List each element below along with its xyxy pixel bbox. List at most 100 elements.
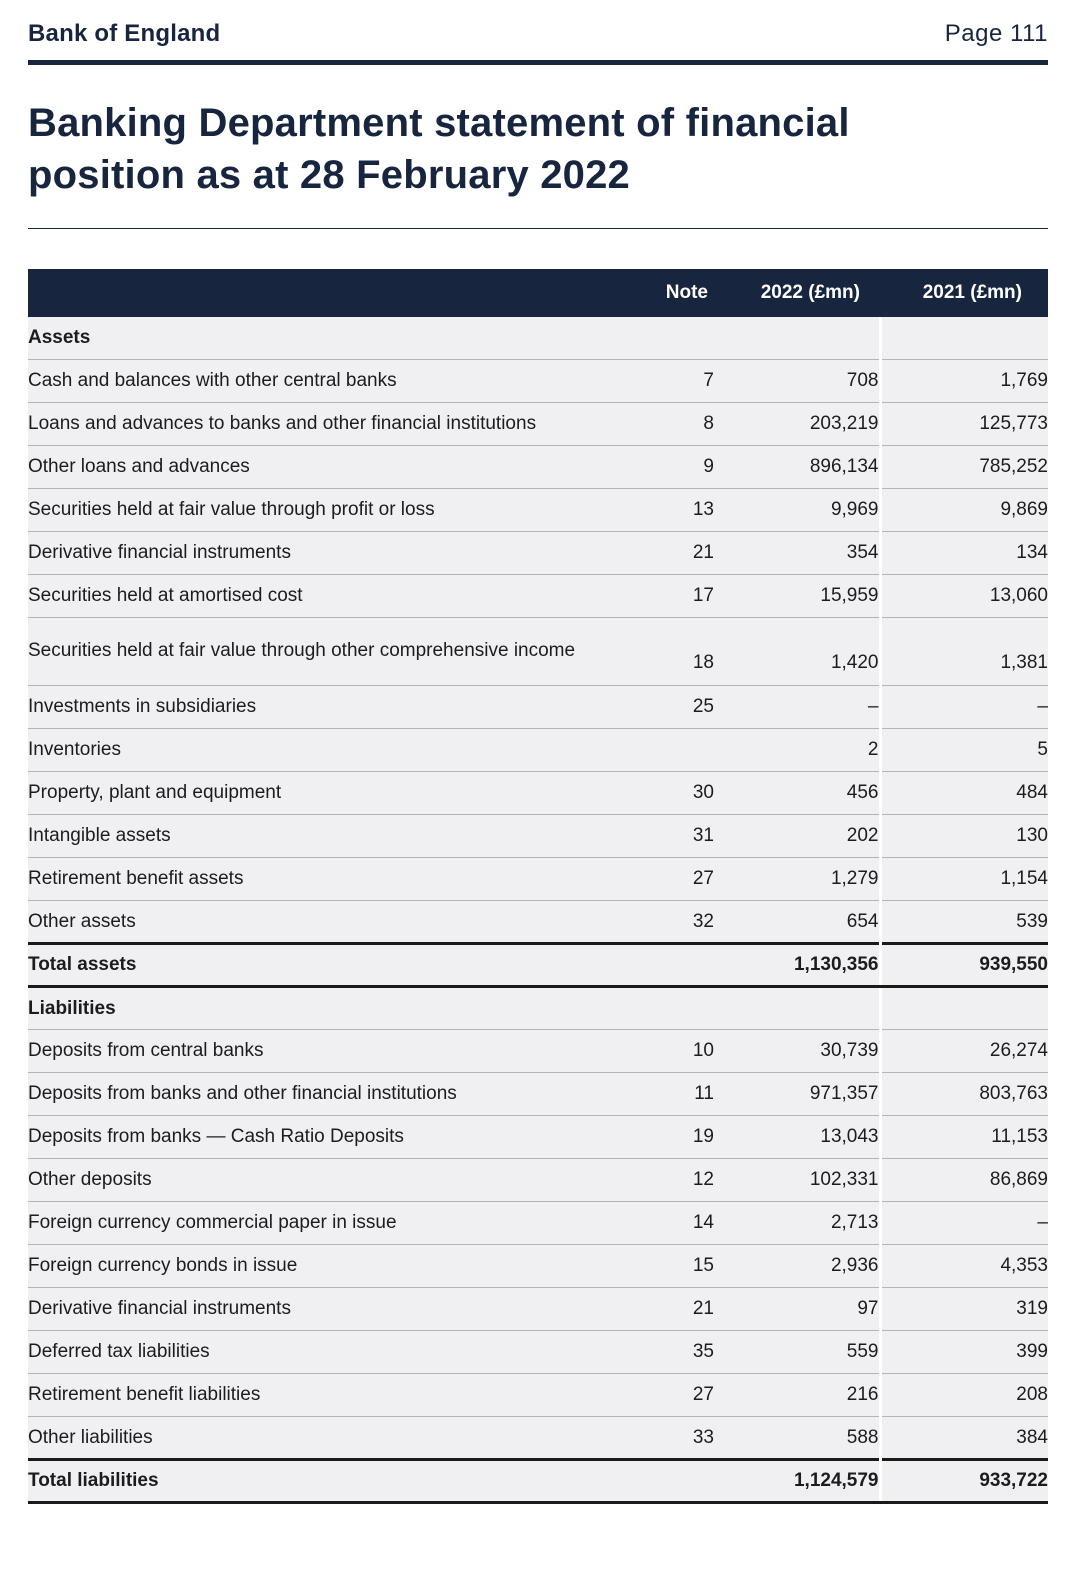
row-value-2022: 30,739 [714, 1029, 882, 1073]
row-value-2022: 13,043 [714, 1115, 882, 1159]
row-value-2021: 26,274 [880, 1029, 1048, 1073]
row-value-2022: 654 [714, 900, 882, 944]
row-value-2022: 9,969 [714, 488, 882, 532]
row-note: 11 [634, 1072, 714, 1116]
row-note: 33 [634, 1416, 714, 1460]
row-value-2021: 933,722 [880, 1458, 1048, 1505]
item-row: Derivative financial instruments 21 354 134 [28, 531, 1048, 575]
row-label: Total liabilities [28, 1458, 634, 1505]
row-value-2022: 456 [714, 771, 882, 815]
row-note [634, 986, 714, 1030]
row-note: 7 [634, 359, 714, 403]
row-value-2022: 971,357 [714, 1072, 882, 1116]
row-value-2021 [880, 316, 1048, 360]
row-value-2022: 1,130,356 [714, 942, 882, 989]
row-value-2021: 86,869 [880, 1158, 1048, 1202]
row-note: 13 [634, 488, 714, 532]
row-value-2022: 2,713 [714, 1201, 882, 1245]
page-title: Banking Department statement of financia… [28, 101, 850, 197]
row-value-2022: 896,134 [714, 445, 882, 489]
row-label: Other assets [28, 900, 634, 944]
row-label: Investments in subsidiaries [28, 685, 634, 729]
row-value-2021: 399 [880, 1330, 1048, 1374]
item-row: Foreign currency bonds in issue 15 2,936 4,… [28, 1244, 1048, 1288]
row-note: 14 [634, 1201, 714, 1245]
row-value-2021: 539 [880, 900, 1048, 944]
item-row: Inventories 2 5 [28, 728, 1048, 772]
row-label: Property, plant and equipment [28, 771, 634, 815]
row-label: Other liabilities [28, 1416, 634, 1460]
page-number: Page 111 [944, 20, 1048, 47]
row-value-2022: 708 [714, 359, 882, 403]
column-header-note: Note [634, 268, 714, 317]
section-row: Assets [28, 316, 1048, 360]
row-note: 12 [634, 1158, 714, 1202]
item-row: Securities held at fair value through pr… [28, 488, 1048, 532]
row-label: Foreign currency commercial paper in iss… [28, 1201, 634, 1245]
column-header-2022: 2022 (£mn) [714, 268, 880, 317]
row-value-2021: 5 [880, 728, 1048, 772]
row-label: Foreign currency bonds in issue [28, 1244, 634, 1288]
section-row: Liabilities [28, 986, 1048, 1030]
row-note: 21 [634, 1287, 714, 1331]
row-value-2022: 1,124,579 [714, 1458, 882, 1505]
item-row: Derivative financial instruments 21 97 319 [28, 1287, 1048, 1331]
row-note [634, 728, 714, 772]
row-label: Retirement benefit assets [28, 857, 634, 901]
item-row: Other loans and advances 9 896,134 785,252 [28, 445, 1048, 489]
item-row: Other liabilities 33 588 384 [28, 1416, 1048, 1460]
total-row: Total assets 1,130,356 939,550 [28, 942, 1048, 989]
row-value-2021: 803,763 [880, 1072, 1048, 1116]
row-label: Deposits from banks and other financial … [28, 1072, 634, 1116]
row-label: Derivative financial instruments [28, 531, 634, 575]
row-value-2022: 216 [714, 1373, 882, 1417]
row-value-2022 [714, 316, 882, 360]
title-divider [28, 227, 1048, 229]
row-note: 21 [634, 531, 714, 575]
document-page: Bank of England Page 111 Banking Departm… [28, 20, 1048, 1505]
row-label: Intangible assets [28, 814, 634, 858]
row-note: 8 [634, 402, 714, 446]
row-value-2021: 939,550 [880, 942, 1048, 989]
row-value-2021: 1,769 [880, 359, 1048, 403]
row-label: Assets [28, 316, 634, 360]
row-value-2021: 13,060 [880, 574, 1048, 618]
row-note: 32 [634, 900, 714, 944]
item-row: Property, plant and equipment 30 456 484 [28, 771, 1048, 815]
brand-title: Bank of England [28, 20, 221, 47]
row-note [634, 1458, 714, 1505]
row-value-2021: 785,252 [880, 445, 1048, 489]
item-row: Securities held at fair value through ot… [28, 617, 1048, 686]
row-note: 17 [634, 574, 714, 618]
item-row: Deposits from banks and other financial … [28, 1072, 1048, 1116]
row-label: Securities held at fair value through pr… [28, 488, 634, 532]
row-note: 9 [634, 445, 714, 489]
row-note: 27 [634, 1373, 714, 1417]
item-row: Deferred tax liabilities 35 559 399 [28, 1330, 1048, 1374]
row-value-2021: 11,153 [880, 1115, 1048, 1159]
row-value-2021: 9,869 [880, 488, 1048, 532]
row-value-2022: – [714, 685, 882, 729]
row-value-2021: 319 [880, 1287, 1048, 1331]
row-value-2021: 134 [880, 531, 1048, 575]
item-row: Retirement benefit liabilities 27 216 208 [28, 1373, 1048, 1417]
row-note: 19 [634, 1115, 714, 1159]
row-value-2022: 97 [714, 1287, 882, 1331]
row-value-2022 [714, 986, 882, 1030]
item-row: Foreign currency commercial paper in iss… [28, 1201, 1048, 1245]
row-label: Securities held at fair value through ot… [28, 617, 634, 686]
row-label: Securities held at amortised cost [28, 574, 634, 618]
table-header: Note 2022 (£mn) 2021 (£mn) [28, 268, 1048, 317]
row-value-2022: 1,279 [714, 857, 882, 901]
item-row: Other deposits 12 102,331 86,869 [28, 1158, 1048, 1202]
row-note: 31 [634, 814, 714, 858]
row-label: Other loans and advances [28, 445, 634, 489]
row-note: 35 [634, 1330, 714, 1374]
row-note: 25 [634, 685, 714, 729]
row-value-2022: 588 [714, 1416, 882, 1460]
row-value-2021: 125,773 [880, 402, 1048, 446]
row-value-2022: 102,331 [714, 1158, 882, 1202]
row-label: Retirement benefit liabilities [28, 1373, 634, 1417]
row-note: 30 [634, 771, 714, 815]
row-value-2022: 1,420 [714, 617, 882, 686]
